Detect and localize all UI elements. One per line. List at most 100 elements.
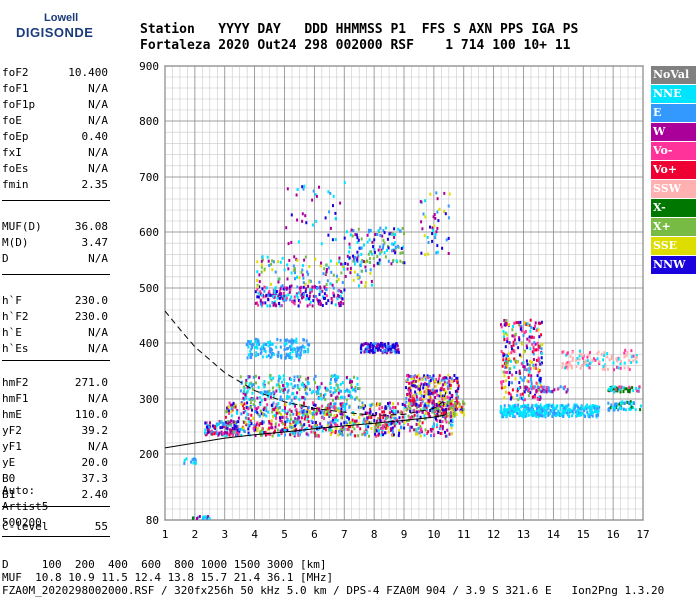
echo-point (282, 384, 285, 387)
echo-point (517, 403, 520, 407)
echo-point (457, 384, 460, 388)
echo-point (269, 356, 272, 360)
echo-point (581, 353, 584, 357)
echo-point (210, 432, 213, 436)
echo-point (384, 406, 387, 410)
echo-point (613, 406, 616, 410)
echo-point (554, 412, 557, 415)
echo-point (519, 327, 522, 331)
x-tick-label: 6 (311, 528, 318, 541)
echo-point (295, 350, 297, 354)
footer-file-info: FZA0M_2020298002000.RSF / 320fx256h 50 k… (2, 584, 665, 597)
echo-point (504, 385, 507, 389)
echo-point (335, 274, 338, 278)
echo-point (608, 387, 611, 391)
echo-point (334, 211, 337, 215)
echo-point (596, 407, 599, 411)
echo-point (312, 401, 315, 405)
echo-point (615, 402, 618, 406)
echo-point (283, 338, 286, 342)
echo-point (531, 385, 534, 389)
echo-point (337, 391, 340, 395)
echo-point (381, 343, 384, 347)
echo-point (374, 426, 377, 429)
echo-point (315, 433, 318, 437)
echo-point (410, 391, 413, 395)
echo-point (234, 423, 237, 427)
echo-point (525, 414, 528, 418)
echo-point (244, 421, 247, 425)
echo-point (393, 235, 396, 239)
echo-point (505, 354, 508, 358)
echo-point (295, 354, 298, 358)
echo-point (503, 319, 506, 322)
echo-point (336, 418, 339, 422)
echo-point (566, 361, 569, 365)
echo-point (565, 390, 568, 394)
echo-point (298, 412, 301, 416)
echo-point (587, 353, 590, 357)
echo-point (512, 413, 514, 417)
echo-point (449, 386, 452, 390)
echo-point (305, 386, 308, 390)
echo-point (408, 398, 411, 402)
echo-point (312, 294, 315, 298)
echo-point (526, 346, 529, 350)
echo-point (382, 243, 385, 247)
echo-point (426, 374, 429, 378)
echo-point (319, 299, 322, 303)
echo-point (387, 422, 390, 426)
echo-point (294, 395, 297, 399)
echo-point (431, 408, 434, 412)
echo-point (419, 391, 421, 395)
echo-point (377, 229, 380, 233)
echo-point (326, 387, 328, 391)
echo-point (298, 387, 301, 391)
echo-point (377, 402, 379, 406)
echo-point (245, 391, 248, 395)
echo-point (283, 286, 286, 290)
echo-point (384, 417, 387, 421)
echo-point (532, 352, 535, 356)
echo-point (423, 404, 426, 408)
echo-point (500, 380, 503, 384)
echo-point (293, 432, 296, 436)
echo-point (430, 391, 433, 395)
echo-point (421, 378, 424, 382)
echo-point (285, 294, 287, 298)
echo-point (629, 400, 632, 404)
echo-point (503, 374, 506, 378)
echo-point (388, 232, 391, 236)
echo-point (564, 404, 567, 408)
echo-point (563, 410, 565, 414)
echo-point (598, 405, 601, 409)
echo-point (314, 381, 316, 385)
echo-point (254, 345, 257, 349)
echo-point (248, 397, 251, 401)
echo-point (528, 339, 531, 343)
echo-point (260, 259, 263, 263)
echo-point (308, 343, 310, 347)
echo-point (577, 405, 579, 409)
echo-point (357, 422, 360, 426)
echo-point (268, 290, 271, 293)
echo-point (559, 385, 562, 389)
echo-point (502, 415, 505, 419)
echo-point (411, 403, 414, 407)
echo-point (577, 408, 580, 412)
echo-point (596, 405, 599, 409)
echo-point (422, 386, 425, 390)
echo-point (312, 390, 315, 393)
echo-point (434, 384, 437, 388)
echo-point (278, 302, 281, 306)
echo-point (407, 423, 410, 426)
echo-point (384, 255, 387, 259)
echo-point (420, 401, 423, 405)
echo-point (373, 238, 376, 242)
echo-point (449, 407, 452, 410)
echo-point (620, 385, 623, 389)
echo-point (419, 424, 422, 428)
echo-point (373, 429, 376, 433)
echo-point (363, 243, 365, 247)
echo-point (320, 410, 323, 414)
